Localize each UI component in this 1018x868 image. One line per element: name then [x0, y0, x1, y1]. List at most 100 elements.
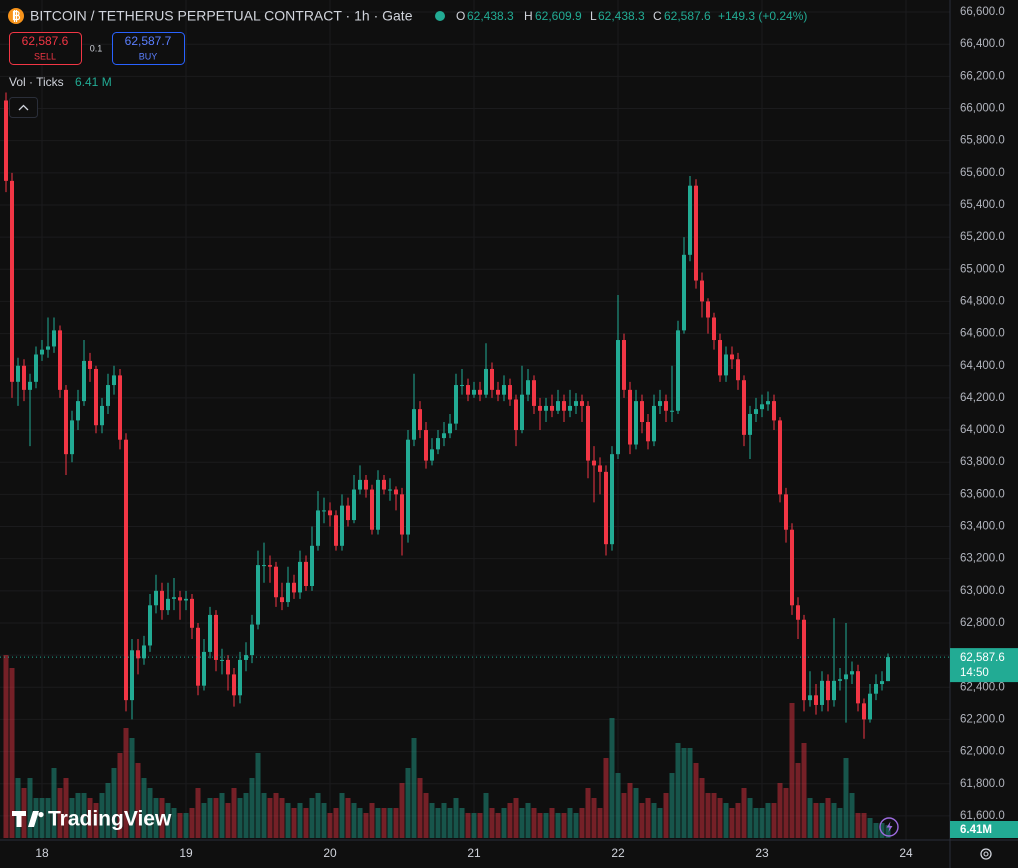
y-tick-label: 63,800.0 [960, 456, 1005, 468]
settings-icon[interactable] [983, 851, 989, 857]
volume-bar [339, 793, 345, 838]
volume-bar [537, 813, 543, 838]
alert-icon[interactable] [886, 821, 893, 833]
y-tick-label: 63,400.0 [960, 521, 1005, 533]
candle-body [394, 489, 398, 495]
buy-label[interactable]: BUY [139, 51, 158, 61]
volume-bar [681, 748, 687, 838]
x-tick-label: 24 [899, 846, 913, 860]
candle-body [202, 651, 206, 686]
plot-area [0, 0, 950, 840]
candle-body [442, 433, 446, 439]
alert-button[interactable] [879, 817, 899, 837]
volume-bar [543, 813, 549, 838]
volume-bar [201, 803, 207, 838]
candle-body [190, 598, 194, 628]
volume-bar [483, 793, 489, 838]
volume-bar [345, 798, 351, 838]
volume-bar [651, 803, 657, 838]
candle-body [460, 385, 464, 387]
candle-body [568, 405, 572, 411]
sell-button[interactable]: 62,587.6 SELL [9, 32, 82, 65]
last-volume-box [950, 821, 1018, 838]
candle-body [262, 565, 266, 567]
volume-bar [519, 808, 525, 838]
volume-bar [723, 803, 729, 838]
candle-body [502, 385, 506, 395]
candle-body [820, 680, 824, 705]
volume-bar [129, 738, 135, 838]
candle-body [454, 385, 458, 424]
volume-bar [3, 655, 9, 838]
volume-bar [669, 773, 675, 838]
candle-body [340, 505, 344, 546]
symbol-title[interactable]: BITCOIN / TETHERUS PERPETUAL CONTRACT · … [30, 8, 413, 24]
collapse-icon[interactable] [18, 104, 29, 111]
volume-bar [495, 813, 501, 838]
volume-bar [867, 818, 873, 838]
volume-legend-value: 6.41 M [75, 75, 112, 89]
y-tick-label: 64,400.0 [960, 360, 1005, 372]
sell-label[interactable]: SELL [34, 51, 56, 61]
volume-bar [297, 803, 303, 838]
candle-body [760, 404, 764, 410]
candle-body [538, 405, 542, 411]
sell-price[interactable]: 62,587.6 [22, 34, 69, 48]
candle-body [682, 254, 686, 331]
y-tick-label: 63,200.0 [960, 553, 1005, 565]
candle-body [346, 505, 350, 521]
candle-body [478, 389, 482, 395]
candle-body [106, 385, 110, 406]
collapse-box[interactable] [9, 97, 38, 118]
volume-bar [423, 793, 429, 838]
volume-bar [825, 798, 831, 838]
volume-bar [837, 808, 843, 838]
buy-price[interactable]: 62,587.7 [125, 34, 172, 48]
y-tick-label: 63,000.0 [960, 585, 1005, 597]
candle-body [370, 489, 374, 530]
candle-body [772, 401, 776, 421]
volume-bar [237, 798, 243, 838]
alert-circle[interactable] [879, 817, 899, 837]
order-size[interactable]: 0.1 [90, 43, 103, 53]
candle-body [520, 394, 524, 431]
volume-bar [315, 793, 321, 838]
candle-body [28, 381, 32, 390]
volume-bar [435, 808, 441, 838]
collapse-button[interactable] [9, 97, 38, 118]
volume-bar [645, 798, 651, 838]
candle-body [406, 439, 410, 535]
candle-body [562, 401, 566, 411]
settings-button[interactable] [980, 848, 992, 860]
volume-bar [9, 668, 15, 838]
coin-symbol [12, 10, 21, 22]
ohlc-value: 62,587.6 [664, 9, 711, 23]
candle-body [148, 605, 152, 646]
candle-body [328, 510, 332, 516]
volume-bar [243, 793, 249, 838]
candle-body [724, 354, 728, 376]
logo-mark [12, 811, 44, 827]
volume-bar [87, 798, 93, 838]
volume-bar [873, 823, 879, 838]
sell-box[interactable] [9, 32, 82, 65]
buy-button[interactable]: 62,587.7 BUY [112, 32, 185, 65]
volume-bar [465, 813, 471, 838]
candle-body [802, 619, 806, 701]
volume-bar [291, 808, 297, 838]
volume-bar [573, 813, 579, 838]
volume-bar [717, 798, 723, 838]
y-tick-label: 66,000.0 [960, 103, 1005, 115]
candle-body [166, 598, 170, 611]
volume-bar [783, 788, 789, 838]
candle-body [556, 401, 560, 411]
y-tick-label: 65,400.0 [960, 199, 1005, 211]
candle-body [634, 401, 638, 445]
candle-body [76, 401, 80, 421]
volume-bar [567, 808, 573, 838]
volume-bar [57, 788, 63, 838]
settings-icon[interactable] [980, 848, 992, 860]
buy-box[interactable] [112, 32, 185, 65]
volume-bar [471, 813, 477, 838]
candle-body [832, 680, 836, 701]
